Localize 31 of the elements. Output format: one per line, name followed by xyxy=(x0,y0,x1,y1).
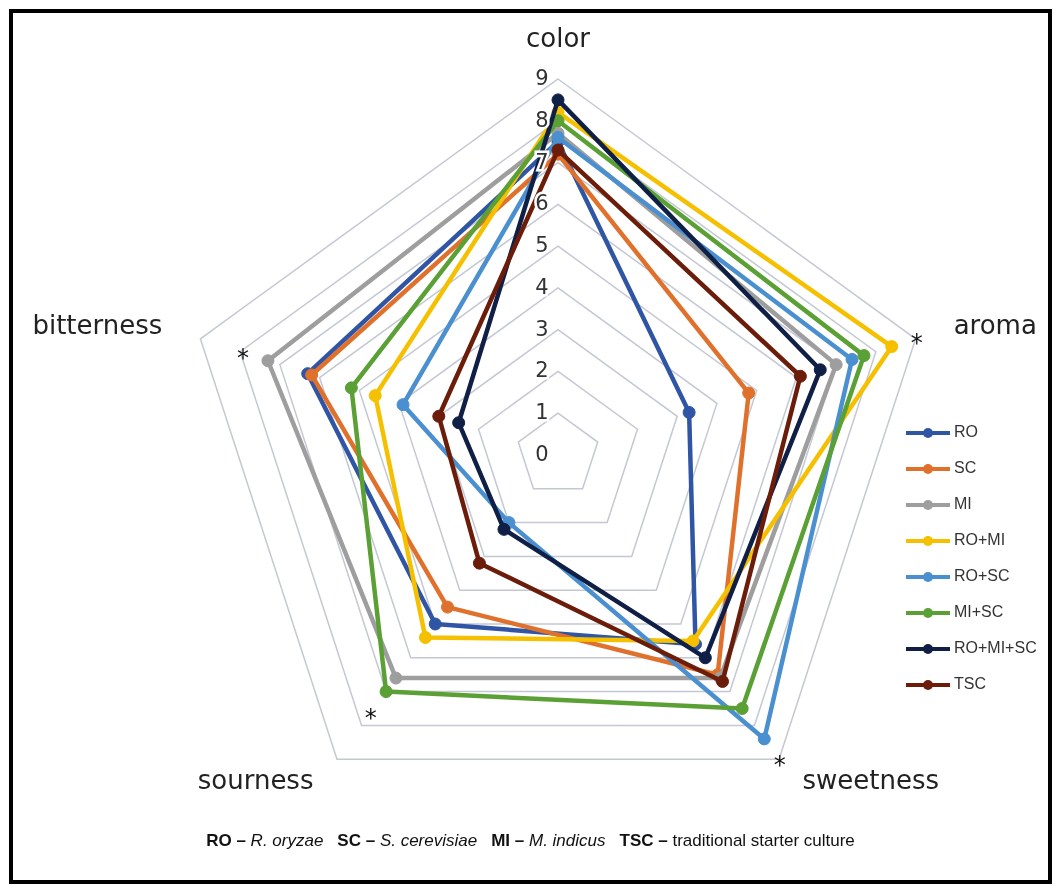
y-tick-label: 7 xyxy=(535,149,549,174)
legend-label: MI+SC xyxy=(954,603,1004,621)
legend-label: RO xyxy=(954,423,978,441)
y-tick-label: 9 xyxy=(535,66,549,90)
spoke-label: bitterness xyxy=(32,309,163,340)
legend-label: RO+SC xyxy=(954,567,1010,585)
y-tick-label: 1 xyxy=(535,400,549,425)
y-tick-label: 6 xyxy=(535,191,549,216)
y-tick-label: 8 xyxy=(535,107,549,132)
text: MI – M. indicus xyxy=(491,831,607,850)
text: * xyxy=(364,703,377,732)
legend-label: RO+MI+SC xyxy=(954,639,1037,657)
spoke-label: aroma xyxy=(953,309,1037,340)
spoke-label: color xyxy=(525,22,591,53)
y-tick-label: 3 xyxy=(535,316,549,341)
text: SC – S. cerevisiae xyxy=(337,831,478,850)
text: RO – R. oryzae xyxy=(206,831,324,850)
y-tick-label: 0 xyxy=(535,442,549,466)
y-tick-label: 5 xyxy=(535,233,549,258)
legend-label: MI xyxy=(954,495,972,513)
text: * xyxy=(773,751,786,780)
y-tick-label: 4 xyxy=(535,274,549,299)
legend-label: SC xyxy=(954,459,977,477)
spoke-label: sourness xyxy=(197,765,314,796)
spoke-label: sweetness xyxy=(802,765,940,796)
text: TSC – traditional starter culture xyxy=(619,831,855,850)
legend-label: TSC xyxy=(954,675,986,693)
y-tick-label: 2 xyxy=(535,358,549,383)
text: * xyxy=(910,329,923,358)
legend-label: RO+MI xyxy=(954,531,1006,549)
text: * xyxy=(236,343,249,372)
